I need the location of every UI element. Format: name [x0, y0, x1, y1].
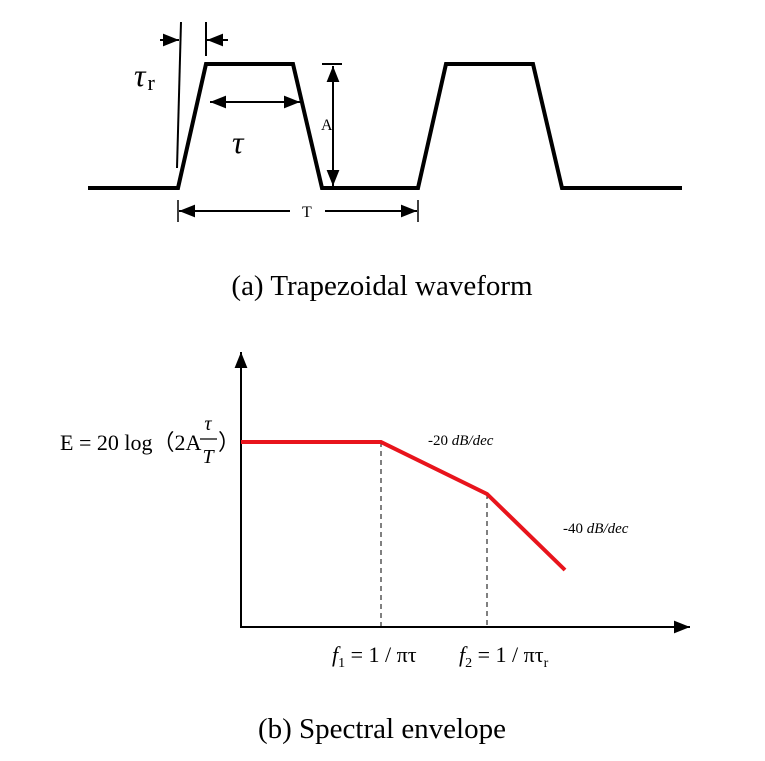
level-numerator: τ — [204, 413, 212, 435]
level-formula: E = 20 log（2A — [60, 430, 201, 455]
slope-label: -20 dB/dec — [428, 433, 494, 449]
rise-guide — [176, 21, 182, 169]
period-label: T — [302, 204, 312, 221]
amp-label: A — [321, 117, 333, 134]
envelope-line — [241, 440, 567, 572]
f1-label: f1 = 1 / πτ — [332, 642, 417, 671]
caption: (a) Trapezoidal waveform — [231, 270, 533, 302]
trapezoid-wave — [88, 62, 682, 190]
level-suffix: ） — [218, 430, 240, 455]
slope-label: -40 dB/dec — [563, 521, 629, 537]
rise-time-label: τr — [134, 57, 155, 95]
caption: (b) Spectral envelope — [258, 713, 506, 745]
width-label: τ — [232, 124, 245, 160]
f2-label: f2 = 1 / πτr — [459, 642, 549, 671]
level-denominator: T — [202, 446, 215, 468]
